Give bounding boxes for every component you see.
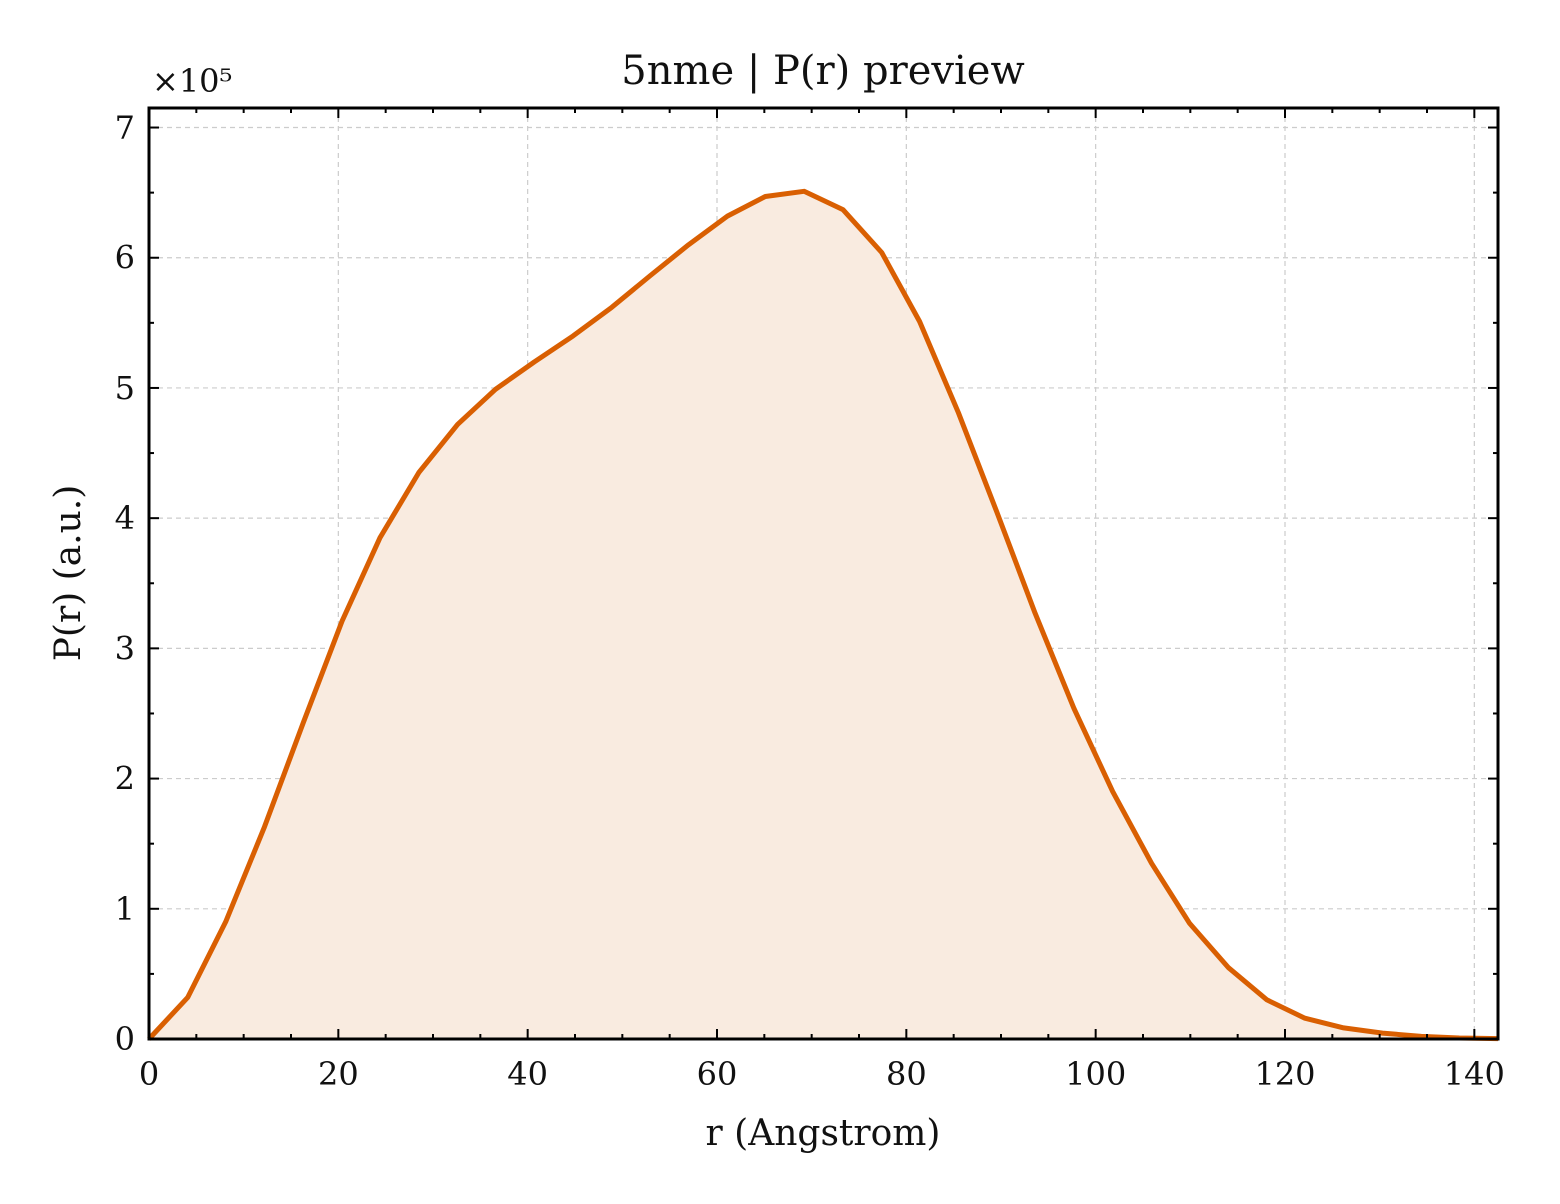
y-offset-label: ×10⁵: [152, 62, 232, 100]
y-tick-label: 2: [115, 760, 135, 798]
y-tick-label: 7: [115, 109, 135, 147]
chart-title: 5nme | P(r) preview: [621, 48, 1024, 94]
x-tick-label: 100: [1065, 1055, 1126, 1093]
x-tick-label: 0: [139, 1055, 159, 1093]
y-axis-label: P(r) (a.u.): [48, 485, 89, 662]
y-tick-label: 4: [115, 499, 135, 537]
y-tick-label: 1: [115, 890, 135, 928]
y-tick-label: 5: [115, 369, 135, 407]
x-tick-label: 140: [1444, 1055, 1505, 1093]
y-tick-label: 0: [115, 1020, 135, 1058]
x-tick-label: 40: [507, 1055, 548, 1093]
x-tick-label: 20: [318, 1055, 359, 1093]
y-tick-label: 3: [115, 629, 135, 667]
x-axis-label: r (Angstrom): [706, 1113, 941, 1154]
x-tick-label: 120: [1254, 1055, 1315, 1093]
y-tick-label: 6: [115, 239, 135, 277]
x-tick-label: 60: [697, 1055, 738, 1093]
x-tick-label: 80: [886, 1055, 927, 1093]
